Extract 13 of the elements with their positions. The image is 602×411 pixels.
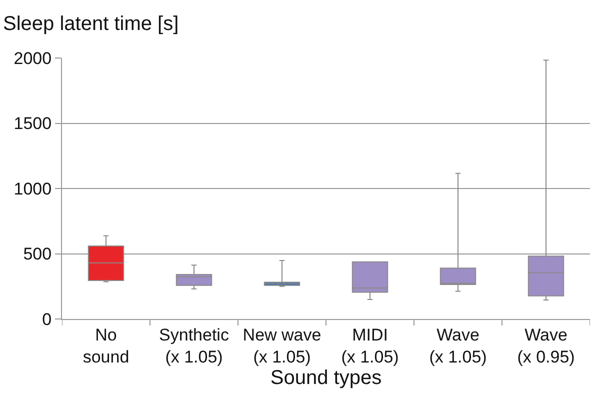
x-axis-title: Sound types bbox=[270, 367, 382, 389]
x-tick-label: New wave (x 1.05) bbox=[242, 325, 322, 366]
y-axis-title: Sleep latent time [s] bbox=[3, 13, 179, 35]
y-tick-label: 2000 bbox=[14, 48, 52, 68]
x-tick-label: No sound bbox=[82, 325, 130, 366]
x-tick-label: Wave (x 1.05) bbox=[429, 325, 487, 366]
x-tick-label: MIDI (x 1.05) bbox=[341, 325, 399, 366]
x-tick-label: Wave (x 0.95) bbox=[517, 325, 575, 366]
y-tick-label: 1500 bbox=[14, 114, 52, 134]
y-tick-label: 500 bbox=[23, 244, 52, 264]
y-tick-label: 1000 bbox=[14, 179, 52, 198]
y-tick-label: 0 bbox=[42, 310, 52, 329]
x-tick-label: Synthetic (x 1.05) bbox=[159, 325, 230, 366]
